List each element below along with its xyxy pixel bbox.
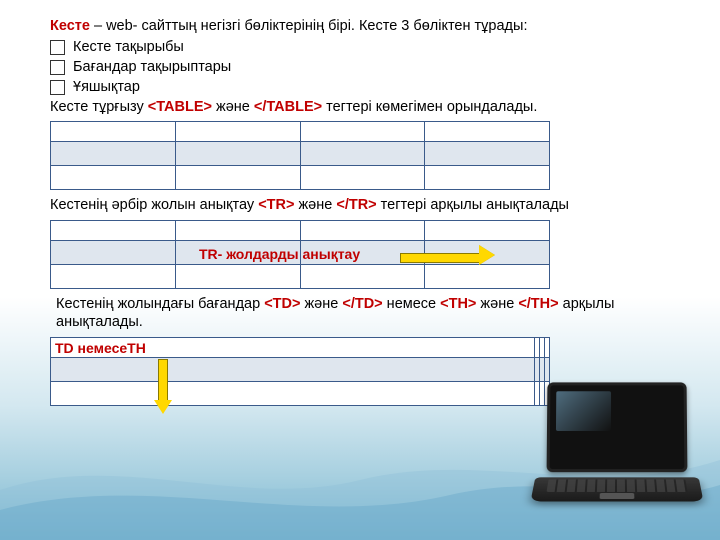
bullet-item: Кесте тақырыбы (50, 37, 680, 57)
slide-content: Кесте – web- сайттың негізгі бөліктеріні… (50, 18, 680, 406)
bullet-item: Ұяшықтар (50, 77, 680, 97)
intro-rest: – web- сайттың негізгі бөліктерінің бірі… (90, 18, 528, 34)
table-2-wrap: TR- жолдарды анықтау (50, 220, 680, 289)
tr-tag-line: Кестенің әрбір жолын анықтау <TR> және <… (50, 196, 680, 214)
tag-td-open: <TD> (264, 296, 300, 312)
arrow-right-icon (400, 250, 495, 268)
td-tag-line: Кестенің жолындағы бағандар <TD> және </… (50, 295, 680, 331)
bullet-list: Кесте тақырыбы Бағандар тақырыптары Ұяшы… (50, 37, 680, 97)
arrow-down-icon (158, 359, 172, 414)
tag-td-close: </TD> (342, 296, 382, 312)
td-th-label: TD немесеTH (51, 338, 535, 358)
tr-caption: TR- жолдарды анықтау (195, 246, 364, 262)
table-1-wrap (50, 121, 680, 190)
demo-table-1 (50, 121, 550, 190)
tag-tr-open: <TR> (258, 197, 294, 213)
demo-table-3: TD немесеTH (50, 337, 550, 406)
tag-th-close: </TH> (518, 296, 558, 312)
tag-th-open: <TH> (440, 296, 476, 312)
table-tag-line: Кесте тұрғызу <TABLE> және </TABLE> тегт… (50, 99, 680, 115)
tag-table-open: <TABLE> (148, 99, 212, 115)
bullet-item: Бағандар тақырыптары (50, 57, 680, 77)
keste-keyword: Кесте (50, 18, 90, 34)
tag-tr-close: </TR> (336, 197, 376, 213)
laptop-illustration (532, 382, 702, 522)
intro-line: Кесте – web- сайттың негізгі бөліктеріні… (50, 18, 680, 34)
tag-table-close: </TABLE> (254, 99, 322, 115)
